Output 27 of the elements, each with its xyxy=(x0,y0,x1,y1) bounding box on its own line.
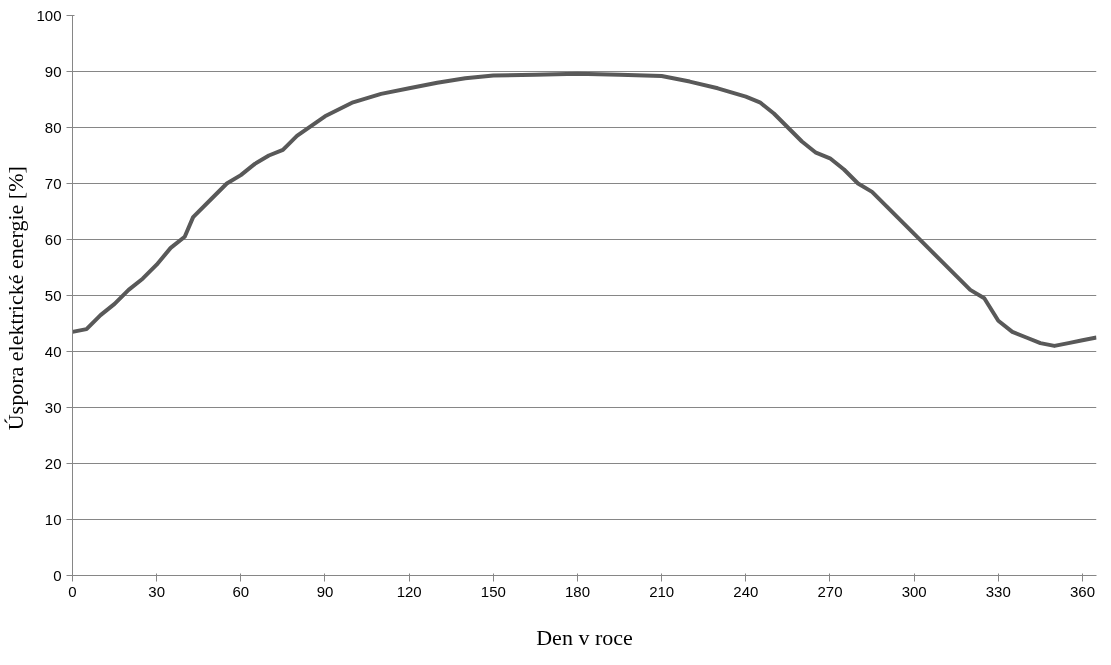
x-tick-label: 150 xyxy=(480,582,506,600)
x-tick-label: 180 xyxy=(564,582,590,600)
x-tick-label: 270 xyxy=(817,582,843,600)
y-axis-title: Úspora elektrické energie [%] xyxy=(3,166,29,431)
x-tick-label: 60 xyxy=(232,582,250,600)
y-tick-label: 80 xyxy=(44,118,62,136)
y-tick-label: 40 xyxy=(44,342,62,360)
x-tick-label: 300 xyxy=(901,582,927,600)
x-tick-label: 210 xyxy=(649,582,675,600)
y-tick-label: 100 xyxy=(36,6,62,24)
x-tick-label: 120 xyxy=(396,582,422,600)
y-tick-label: 50 xyxy=(44,286,62,304)
x-tick-label: 90 xyxy=(316,582,334,600)
x-tick-label: 30 xyxy=(148,582,166,600)
x-axis-title: Den v roce xyxy=(536,624,633,650)
y-tick-label: 20 xyxy=(44,454,62,472)
x-tick-label: 240 xyxy=(733,582,759,600)
y-tick-label: 70 xyxy=(44,174,62,192)
y-tick-label: 90 xyxy=(44,62,62,80)
line-series xyxy=(72,71,1097,348)
x-tick-label: 330 xyxy=(985,582,1011,600)
y-tick-label: 30 xyxy=(44,398,62,416)
x-tick-label: 0 xyxy=(68,582,77,600)
y-tick-label: 60 xyxy=(44,230,62,248)
x-tick-label: 360 xyxy=(1069,582,1095,600)
y-tick-label: 10 xyxy=(44,510,62,528)
y-tick-label: 0 xyxy=(53,566,62,584)
